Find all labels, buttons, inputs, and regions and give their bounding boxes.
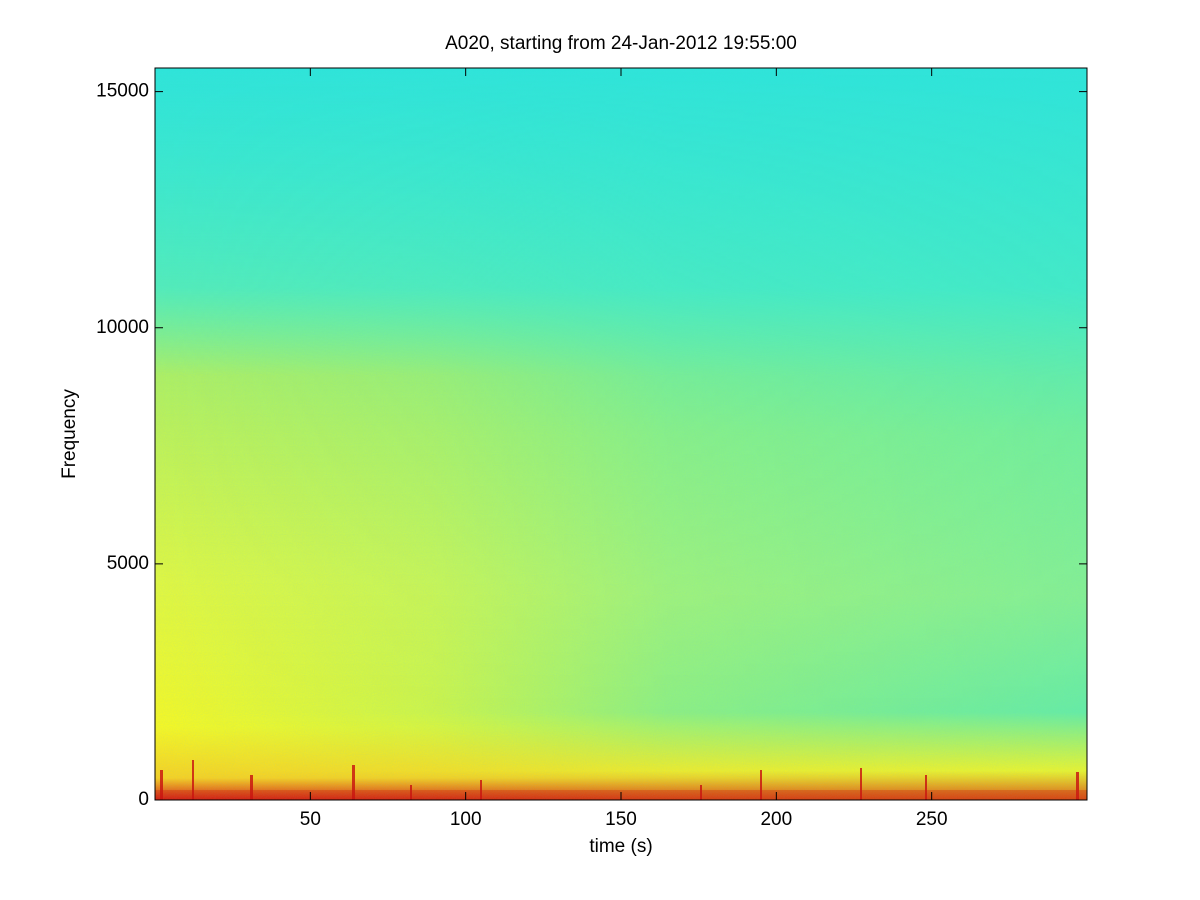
x-tick-label: 50 bbox=[300, 809, 321, 830]
y-tick-label: 0 bbox=[138, 789, 149, 810]
y-tick-label: 10000 bbox=[96, 317, 149, 338]
chart-title: A020, starting from 24-Jan-2012 19:55:00 bbox=[445, 33, 797, 54]
x-tick-label: 200 bbox=[760, 809, 792, 830]
x-tick-label: 250 bbox=[916, 809, 948, 830]
y-axis-label: Frequency bbox=[59, 389, 80, 479]
x-tick-label: 150 bbox=[605, 809, 637, 830]
x-axis-label: time (s) bbox=[589, 836, 652, 857]
spectrogram-image bbox=[155, 68, 1087, 800]
y-tick-label: 5000 bbox=[107, 553, 149, 574]
y-tick-label: 15000 bbox=[96, 81, 149, 102]
x-tick-label: 100 bbox=[450, 809, 482, 830]
